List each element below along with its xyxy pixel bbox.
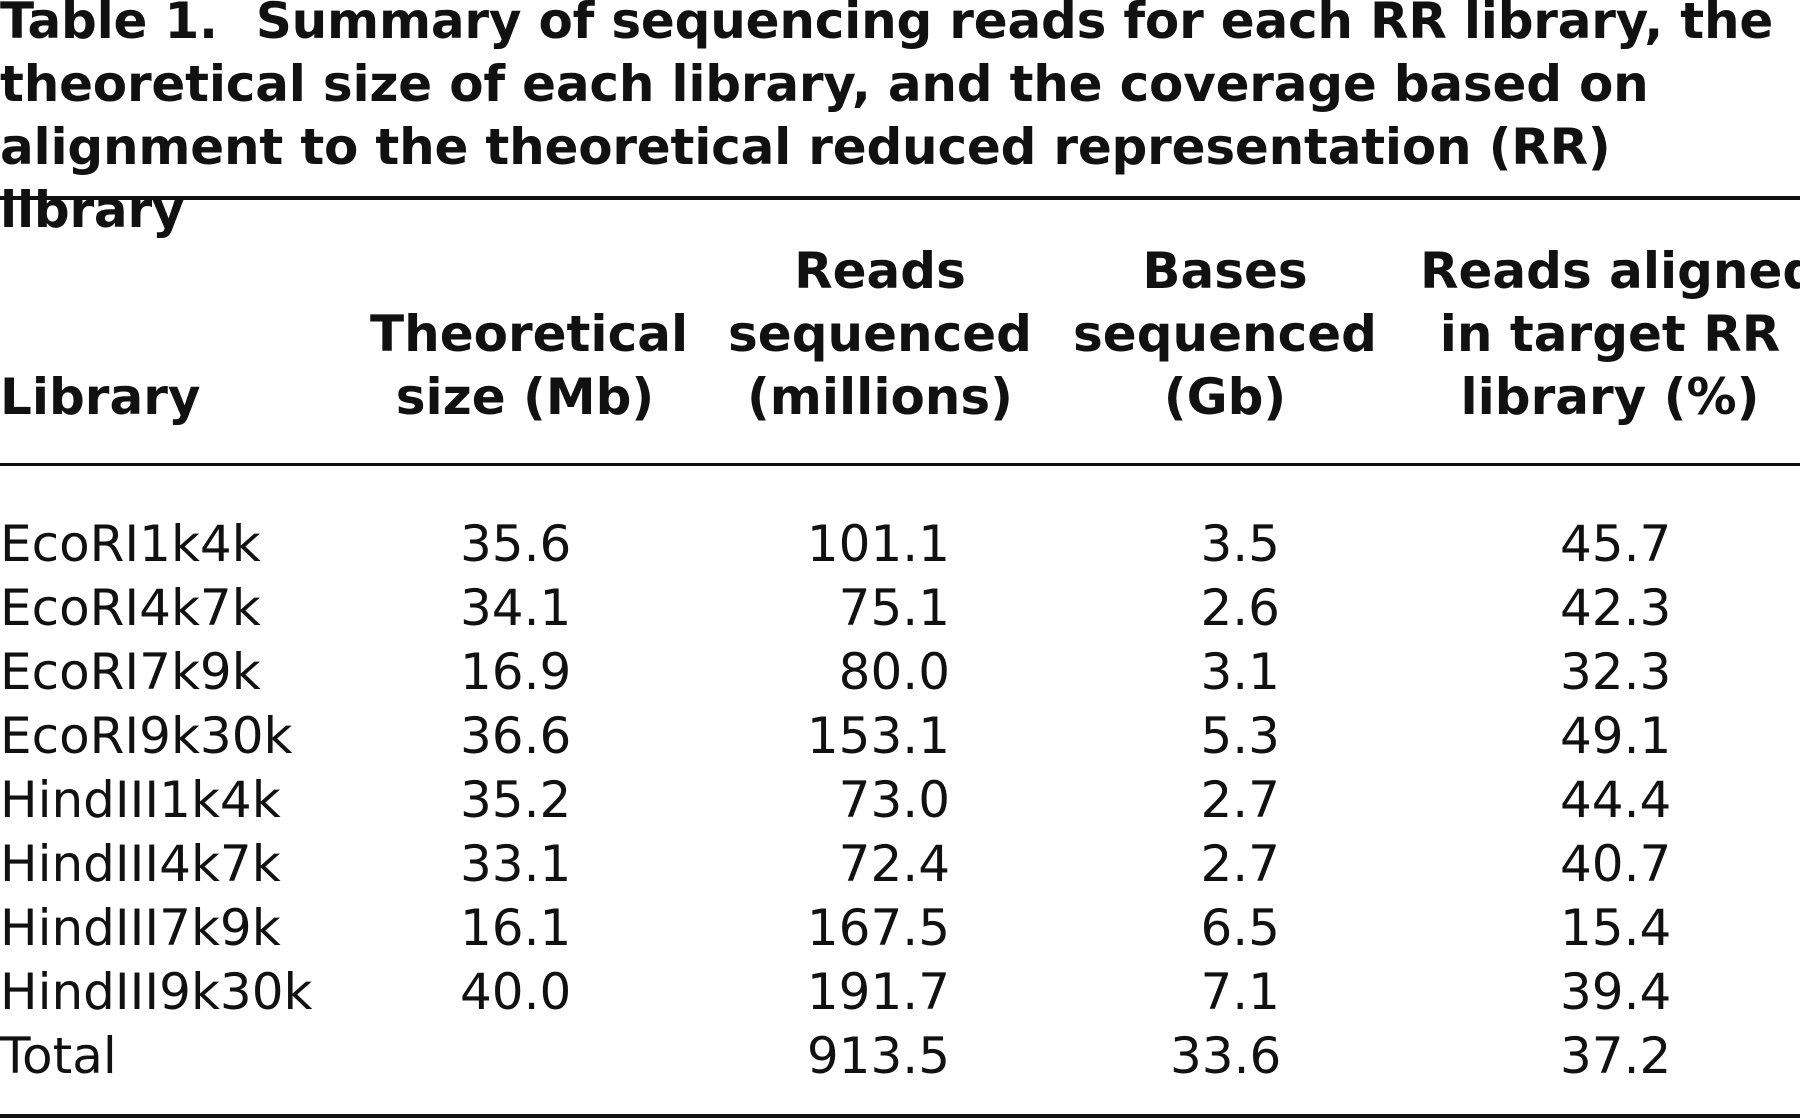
cell-library: HindIII1k4k bbox=[0, 771, 281, 829]
cell-bases-sequenced: 3.5 bbox=[1200, 515, 1280, 573]
cell-reads-sequenced: 73.0 bbox=[838, 771, 950, 829]
header-rule bbox=[0, 463, 1800, 466]
header-reads-aligned: Reads aligned in target RR library (%) bbox=[1420, 240, 1800, 429]
cell-reads-sequenced: 80.0 bbox=[838, 643, 950, 701]
header-bases-line: sequenced bbox=[1073, 305, 1377, 363]
cell-reads-aligned: 45.7 bbox=[1560, 515, 1672, 573]
table-row: EcoRI7k9k 16.9 80.0 3.1 32.3 bbox=[0, 640, 1800, 704]
cell-library: HindIII7k9k bbox=[0, 899, 281, 957]
header-reads-sequenced: Reads sequenced (millions) bbox=[720, 240, 1040, 429]
header-aligned-line: in target RR bbox=[1439, 305, 1781, 363]
cell-reads-aligned: 37.2 bbox=[1560, 1027, 1672, 1085]
header-aligned-line: library (%) bbox=[1460, 368, 1760, 426]
header-reads-line: Reads bbox=[794, 242, 966, 300]
table-row: HindIII1k4k 35.2 73.0 2.7 44.4 bbox=[0, 768, 1800, 832]
cell-reads-aligned: 44.4 bbox=[1560, 771, 1672, 829]
header-bases-line: Bases bbox=[1142, 242, 1308, 300]
table-label: Table 1. bbox=[0, 0, 218, 50]
cell-bases-sequenced: 3.1 bbox=[1200, 643, 1280, 701]
top-rule bbox=[0, 196, 1800, 200]
cell-theoretical-size: 35.6 bbox=[460, 515, 572, 573]
header-theoretical-line: Theoretical bbox=[370, 305, 689, 363]
cell-library: EcoRI9k30k bbox=[0, 707, 293, 765]
cell-reads-aligned: 32.3 bbox=[1560, 643, 1672, 701]
cell-bases-sequenced: 33.6 bbox=[1170, 1027, 1282, 1085]
cell-theoretical-size: 34.1 bbox=[460, 579, 572, 637]
cell-reads-aligned: 15.4 bbox=[1560, 899, 1672, 957]
cell-bases-sequenced: 2.7 bbox=[1200, 771, 1280, 829]
header-theoretical-line: size (Mb) bbox=[395, 368, 655, 426]
cell-theoretical-size: 40.0 bbox=[460, 963, 572, 1021]
table-row: HindIII9k30k 40.0 191.7 7.1 39.4 bbox=[0, 960, 1800, 1024]
cell-bases-sequenced: 5.3 bbox=[1200, 707, 1280, 765]
cell-library: EcoRI7k9k bbox=[0, 643, 261, 701]
cell-reads-aligned: 40.7 bbox=[1560, 835, 1672, 893]
table-row-total: Total 913.5 33.6 37.2 bbox=[0, 1024, 1800, 1088]
cell-library: HindIII4k7k bbox=[0, 835, 281, 893]
cell-theoretical-size: 35.2 bbox=[460, 771, 572, 829]
table-caption: Table 1. Summary of sequencing reads for … bbox=[0, 0, 1780, 242]
header-library: Library bbox=[0, 366, 200, 429]
cell-reads-sequenced: 191.7 bbox=[806, 963, 950, 1021]
table-row: EcoRI1k4k 35.6 101.1 3.5 45.7 bbox=[0, 512, 1800, 576]
cell-bases-sequenced: 7.1 bbox=[1200, 963, 1280, 1021]
cell-reads-aligned: 49.1 bbox=[1560, 707, 1672, 765]
cell-reads-sequenced: 913.5 bbox=[806, 1027, 950, 1085]
bottom-rule bbox=[0, 1114, 1800, 1118]
table-row: EcoRI4k7k 34.1 75.1 2.6 42.3 bbox=[0, 576, 1800, 640]
header-aligned-line: Reads aligned bbox=[1420, 242, 1800, 300]
header-bases-line: (Gb) bbox=[1163, 368, 1287, 426]
cell-bases-sequenced: 2.7 bbox=[1200, 835, 1280, 893]
cell-theoretical-size: 16.9 bbox=[460, 643, 572, 701]
cell-reads-sequenced: 167.5 bbox=[806, 899, 950, 957]
header-library-line: Library bbox=[0, 368, 201, 426]
table-caption-text: Summary of sequencing reads for each RR … bbox=[0, 0, 1774, 239]
cell-reads-sequenced: 101.1 bbox=[806, 515, 950, 573]
cell-theoretical-size: 16.1 bbox=[460, 899, 572, 957]
cell-reads-sequenced: 72.4 bbox=[838, 835, 950, 893]
cell-library: EcoRI4k7k bbox=[0, 579, 261, 637]
cell-library: EcoRI1k4k bbox=[0, 515, 261, 573]
header-theoretical-size: Theoretical size (Mb) bbox=[370, 303, 689, 429]
cell-theoretical-size: 33.1 bbox=[460, 835, 572, 893]
cell-reads-sequenced: 153.1 bbox=[806, 707, 950, 765]
header-bases-sequenced: Bases sequenced (Gb) bbox=[1070, 240, 1380, 429]
cell-reads-aligned: 42.3 bbox=[1560, 579, 1672, 637]
cell-bases-sequenced: 2.6 bbox=[1200, 579, 1280, 637]
cell-reads-aligned: 39.4 bbox=[1560, 963, 1672, 1021]
header-reads-line: sequenced bbox=[728, 305, 1032, 363]
cell-library: Total bbox=[0, 1027, 117, 1085]
header-reads-line: (millions) bbox=[746, 368, 1014, 426]
cell-theoretical-size: 36.6 bbox=[460, 707, 572, 765]
table-row: EcoRI9k30k 36.6 153.1 5.3 49.1 bbox=[0, 704, 1800, 768]
table-row: HindIII7k9k 16.1 167.5 6.5 15.4 bbox=[0, 896, 1800, 960]
cell-reads-sequenced: 75.1 bbox=[838, 579, 950, 637]
table-row: HindIII4k7k 33.1 72.4 2.7 40.7 bbox=[0, 832, 1800, 896]
table-body: EcoRI1k4k 35.6 101.1 3.5 45.7 EcoRI4k7k … bbox=[0, 512, 1800, 1088]
cell-library: HindIII9k30k bbox=[0, 963, 313, 1021]
cell-bases-sequenced: 6.5 bbox=[1200, 899, 1280, 957]
